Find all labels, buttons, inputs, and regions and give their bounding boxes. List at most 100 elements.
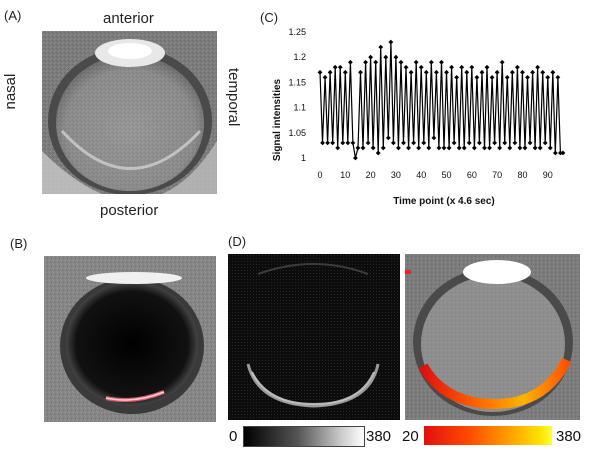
data-point — [522, 145, 528, 151]
data-point — [327, 69, 333, 75]
data-point — [477, 140, 482, 146]
data-point — [552, 150, 558, 156]
data-point — [347, 59, 353, 65]
data-point — [431, 135, 437, 141]
x-tick-label: 50 — [442, 170, 452, 180]
data-point — [342, 69, 348, 75]
data-point — [428, 59, 434, 65]
data-point — [492, 140, 498, 146]
data-point — [439, 59, 444, 65]
colorbar-heat-min-label: 20 — [402, 428, 419, 445]
data-point — [512, 140, 518, 146]
data-point — [487, 145, 492, 151]
data-point — [418, 64, 424, 70]
data-point — [340, 140, 346, 146]
y-tick-label: 1.2 — [293, 52, 306, 62]
orientation-temporal-label: temporal — [225, 68, 242, 127]
data-point — [358, 69, 363, 75]
data-point — [345, 140, 351, 146]
orientation-posterior-label: posterior — [100, 202, 159, 219]
mri-eye-image-b — [44, 256, 216, 422]
data-point — [558, 150, 563, 156]
data-point — [461, 145, 467, 151]
data-point — [520, 69, 525, 75]
data-point — [398, 59, 404, 65]
data-point — [416, 145, 422, 151]
data-point — [454, 74, 460, 80]
data-point — [459, 64, 465, 70]
data-point — [509, 69, 515, 75]
x-tick-label: 40 — [416, 170, 426, 180]
data-point — [411, 140, 417, 146]
data-point — [499, 59, 505, 65]
data-point — [390, 140, 396, 146]
y-axis-title: Signal intensities — [272, 78, 283, 161]
data-point — [532, 145, 538, 151]
mri-eye-image-a — [42, 31, 217, 194]
panel-b-label: (B) — [10, 236, 28, 251]
data-point — [325, 140, 330, 146]
data-point — [479, 69, 485, 75]
data-point — [507, 145, 513, 151]
data-point — [373, 59, 379, 65]
x-axis-title: Time point (x 4.6 sec) — [393, 196, 495, 207]
mri-heatmap-overlay — [405, 254, 580, 420]
y-tick-label: 1.05 — [288, 128, 306, 138]
data-point — [542, 140, 548, 146]
panel-c-label: (C) — [260, 10, 279, 25]
x-tick-label: 0 — [317, 170, 322, 180]
data-point — [466, 140, 472, 146]
data-point — [320, 140, 325, 146]
data-point — [469, 64, 475, 70]
data-point — [370, 145, 376, 151]
data-point — [451, 140, 457, 146]
colorbar-gray — [243, 426, 365, 447]
data-point — [537, 145, 543, 151]
data-point — [363, 59, 368, 65]
data-point — [502, 140, 508, 146]
data-point — [378, 44, 384, 50]
colorbar-gray-min-label: 0 — [229, 428, 238, 445]
data-point — [504, 74, 510, 80]
series-line — [319, 42, 563, 159]
data-point — [436, 145, 442, 151]
data-point — [525, 74, 530, 80]
x-tick-label: 10 — [340, 170, 350, 180]
data-point — [555, 74, 561, 80]
data-point — [337, 64, 343, 70]
data-point — [474, 74, 480, 80]
data-point — [423, 69, 429, 75]
x-tick-label: 70 — [492, 170, 502, 180]
data-point — [322, 74, 328, 80]
data-point — [441, 145, 447, 151]
data-point — [380, 145, 386, 151]
data-point — [332, 64, 338, 70]
data-point — [317, 69, 323, 75]
colorbar-heat — [424, 426, 552, 445]
orientation-anterior-label: anterior — [103, 10, 154, 27]
panel-d-label: (D) — [228, 234, 247, 249]
y-tick-label: 1 — [301, 153, 306, 163]
data-point — [353, 155, 358, 161]
data-point — [517, 145, 523, 151]
data-point — [388, 39, 394, 45]
x-tick-label: 80 — [517, 170, 527, 180]
data-point — [385, 135, 391, 141]
data-point — [330, 140, 336, 146]
data-point — [355, 145, 361, 151]
data-point — [456, 145, 462, 151]
data-point — [401, 140, 406, 146]
data-point — [444, 69, 449, 75]
data-point — [550, 69, 556, 75]
data-point — [489, 74, 495, 80]
x-tick-label: 90 — [543, 170, 553, 180]
colorbar-gray-max-label: 380 — [366, 428, 392, 445]
data-point — [547, 145, 553, 151]
data-point — [560, 150, 566, 156]
data-point — [335, 145, 341, 151]
signal-intensity-chart: Signal intensities Time point (x 4.6 sec… — [272, 27, 566, 207]
data-point — [449, 64, 454, 70]
data-point — [403, 64, 409, 70]
data-point — [530, 69, 535, 75]
data-point — [434, 69, 439, 75]
